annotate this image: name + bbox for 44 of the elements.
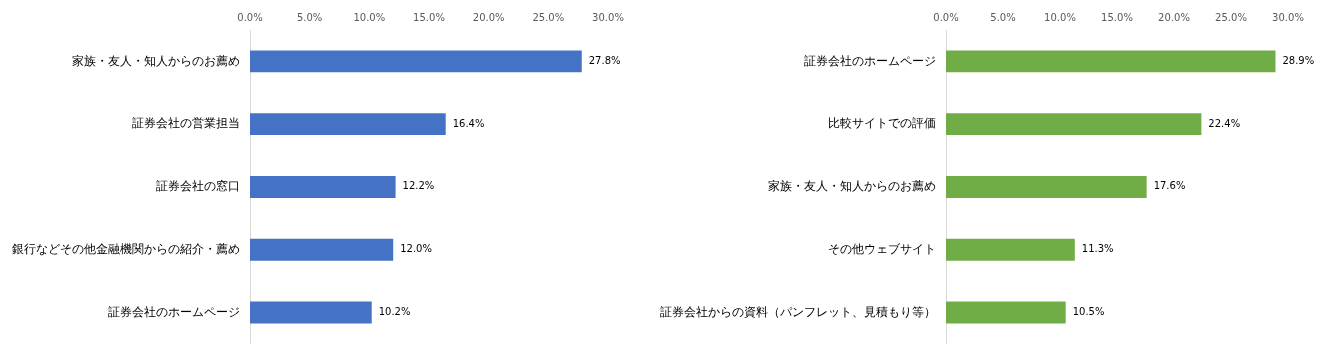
- x-tick-label: 0.0%: [933, 11, 959, 23]
- y-tick-label: その他ウェブサイト: [828, 241, 936, 256]
- data-label: 10.2%: [378, 306, 411, 318]
- bar: [250, 238, 394, 261]
- bar: [250, 301, 372, 324]
- bar: [250, 50, 582, 73]
- data-label: 28.9%: [1282, 54, 1315, 66]
- x-tick-label: 15.0%: [413, 11, 445, 23]
- data-label: 10.5%: [1072, 306, 1105, 318]
- y-tick-label: 証券会社のホームページ: [804, 53, 936, 68]
- y-tick-label: 証券会社のホームページ: [108, 304, 240, 319]
- data-label: 27.8%: [588, 54, 621, 66]
- data-label: 17.6%: [1153, 180, 1186, 192]
- data-label: 12.2%: [402, 180, 435, 192]
- x-tick-label: 5.0%: [296, 11, 323, 23]
- y-tick-label: 証券会社からの資料（パンフレット、見積もり等）: [660, 304, 936, 319]
- x-tick-label: 30.0%: [592, 11, 624, 23]
- data-label: 12.0%: [400, 243, 432, 255]
- data-label: 22.4%: [1208, 117, 1241, 129]
- x-tick-label: 10.0%: [1044, 11, 1076, 23]
- y-tick-label: 証券会社の営業担当: [132, 116, 240, 131]
- x-tick-label: 0.0%: [237, 11, 263, 23]
- y-tick-label: 家族・友人・知人からのお薦め: [72, 53, 240, 68]
- x-tick-label: 30.0%: [1272, 11, 1304, 23]
- y-tick-label: 家族・友人・知人からのお薦め: [768, 179, 936, 194]
- bar: [946, 50, 1276, 73]
- y-tick-label: 比較サイトでの評価: [828, 116, 936, 131]
- data-label: 11.3%: [1081, 243, 1114, 255]
- bar: [250, 113, 446, 136]
- x-tick-label: 25.0%: [1215, 11, 1247, 23]
- y-tick-label: 銀行などその他金融機関からの紹介・薦め: [12, 241, 240, 256]
- x-tick-label: 15.0%: [1101, 11, 1133, 23]
- bar: [946, 175, 1147, 198]
- y-tick-label: 証券会社の窓口: [156, 179, 240, 194]
- x-tick-label: 20.0%: [1158, 11, 1190, 23]
- bar: [946, 113, 1202, 136]
- x-tick-label: 25.0%: [532, 11, 565, 23]
- bar: [250, 175, 396, 198]
- x-tick-label: 5.0%: [990, 11, 1016, 23]
- data-label: 16.4%: [452, 117, 485, 129]
- x-tick-label: 10.0%: [353, 11, 386, 23]
- x-tick-label: 20.0%: [472, 11, 505, 23]
- bar: [946, 238, 1075, 261]
- bar: [946, 301, 1066, 324]
